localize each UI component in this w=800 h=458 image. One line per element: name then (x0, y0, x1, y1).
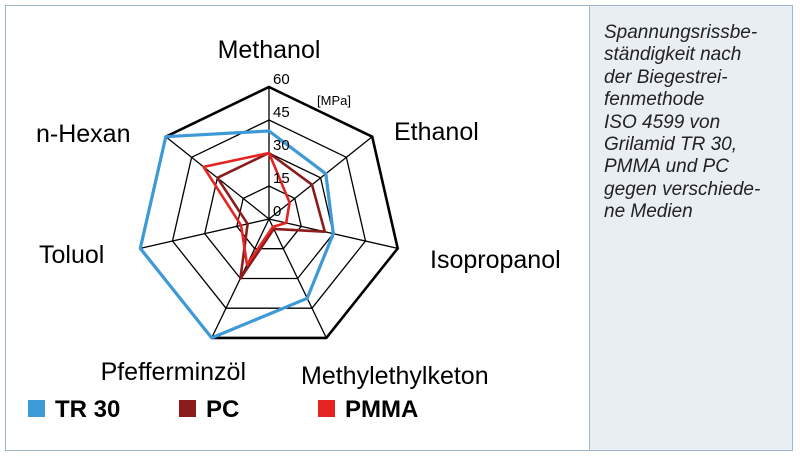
legend-swatch (179, 400, 196, 417)
caption-text: Spannungsrissbe- ständigkeit nach der Bi… (604, 22, 761, 223)
series-pmma (202, 151, 291, 266)
legend-swatch (318, 400, 335, 417)
axis-label: Methanol (218, 36, 321, 64)
axis-label: Toluol (39, 241, 104, 269)
legend-label: PC (206, 396, 239, 423)
axis-label: Ethanol (394, 118, 479, 146)
grid-ring (171, 119, 367, 309)
axis-label: Pfefferminzöl (101, 358, 246, 386)
axis-spoke (140, 218, 270, 250)
tick-label: 30 (273, 137, 290, 154)
tick-label: 0 (273, 203, 281, 220)
legend-label: PMMA (345, 396, 418, 423)
chart-panel: 0 15 30 45 60 [MPa] Methanol Ethanol Isopropanol… (6, 6, 589, 450)
series-tr-30 (138, 129, 335, 340)
legend-label: TR 30 (55, 396, 120, 423)
axis-label: Methylethylketon (301, 362, 489, 390)
caption-panel: Spannungsrissbe- ständigkeit nach der Bi… (589, 6, 792, 450)
legend-swatch (28, 400, 45, 417)
figure-frame: 0 15 30 45 60 [MPa] Methanol Ethanol Isopropanol… (5, 5, 793, 451)
axis-spoke (268, 218, 327, 339)
tick-label: 60 (273, 71, 290, 88)
radar-chart: 0 15 30 45 60 [MPa] Methanol Ethanol Isopropanol… (28, 36, 561, 423)
unit-label: [MPa] (317, 93, 351, 108)
axis-spoke (268, 136, 373, 220)
tick-label: 45 (273, 104, 290, 121)
tick-label: 15 (273, 170, 290, 187)
grid-ring (236, 185, 302, 250)
axis-label: Isopropanol (430, 246, 561, 274)
series-pc (216, 151, 327, 280)
axis-label: n-Hexan (36, 120, 131, 148)
